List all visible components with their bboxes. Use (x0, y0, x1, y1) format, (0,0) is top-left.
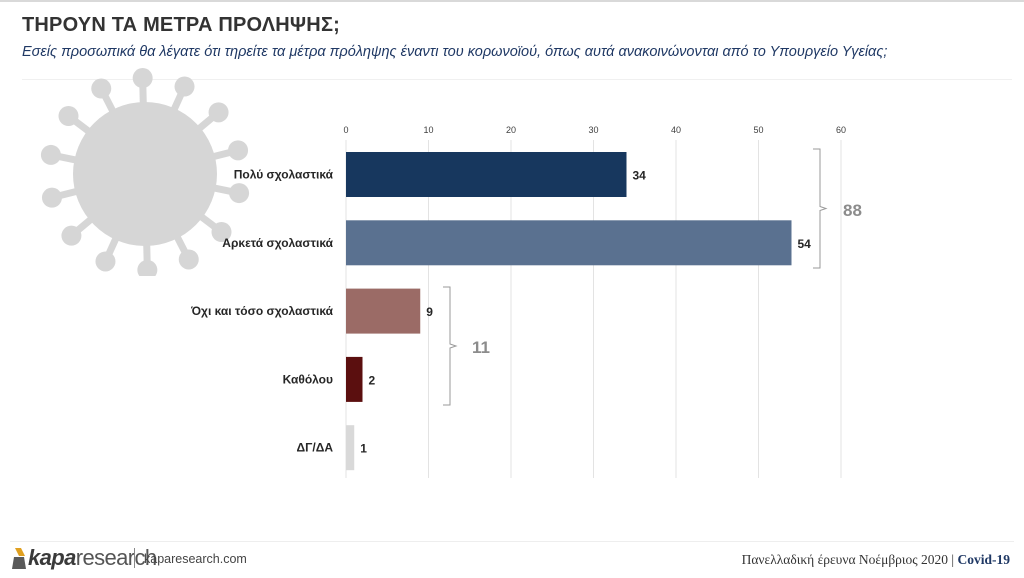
bar (346, 288, 421, 334)
header-divider (22, 79, 1012, 80)
page-title: ΤΗΡΟΥΝ ΤΑ ΜΕΤΡΑ ΠΡΟΛΗΨΗΣ; (22, 14, 341, 36)
value-label: 1 (360, 442, 367, 456)
kapa-research-logo[interactable]: kaparesearch (28, 545, 157, 571)
x-tick-label: 40 (671, 125, 681, 135)
x-tick-label: 50 (753, 125, 763, 135)
category-label: Καθόλου (283, 372, 333, 386)
bar (346, 425, 355, 471)
survey-caption: Πανελλαδική έρευνα Νοέμβριος 2020 | Covi… (742, 552, 1010, 568)
survey-tag: Covid-19 (957, 552, 1010, 567)
category-label: ΔΓ/ΔΑ (297, 441, 334, 455)
footer-divider (10, 541, 1014, 542)
logo-separator (134, 548, 135, 568)
group-total-label: 88 (843, 201, 862, 220)
survey-separator: | (951, 552, 955, 567)
survey-text: Πανελλαδική έρευνα Νοέμβριος 2020 (741, 552, 949, 567)
coronavirus-icon (40, 68, 250, 276)
value-label: 54 (798, 237, 812, 251)
logo-research-text: research (75, 545, 157, 570)
bar (346, 220, 792, 266)
value-label: 9 (426, 305, 433, 319)
category-label: Πολύ σχολαστικά (234, 168, 334, 182)
category-label: Αρκετά σχολαστικά (222, 236, 333, 250)
group-bracket (443, 286, 458, 406)
x-tick-label: 30 (588, 125, 598, 135)
x-tick-label: 60 (836, 125, 846, 135)
category-label: Όχι και τόσο σχολαστικά (190, 304, 333, 318)
logo-kapa-text: kapa (28, 545, 76, 570)
page-subtitle: Εσείς προσωπικά θα λέγατε ότι τηρείτε τα… (22, 44, 888, 60)
website-link[interactable]: kaparesearch.com (144, 552, 247, 566)
x-tick-label: 0 (343, 125, 348, 135)
top-rule (0, 0, 1024, 2)
x-tick-label: 20 (506, 125, 516, 135)
bar (346, 152, 627, 197)
x-tick-label: 10 (423, 125, 433, 135)
bar (346, 356, 363, 402)
kapa-logo-icon (12, 548, 26, 569)
value-label: 2 (369, 373, 376, 387)
value-label: 34 (633, 169, 647, 183)
group-bracket (813, 148, 828, 269)
group-total-label: 11 (472, 338, 490, 357)
